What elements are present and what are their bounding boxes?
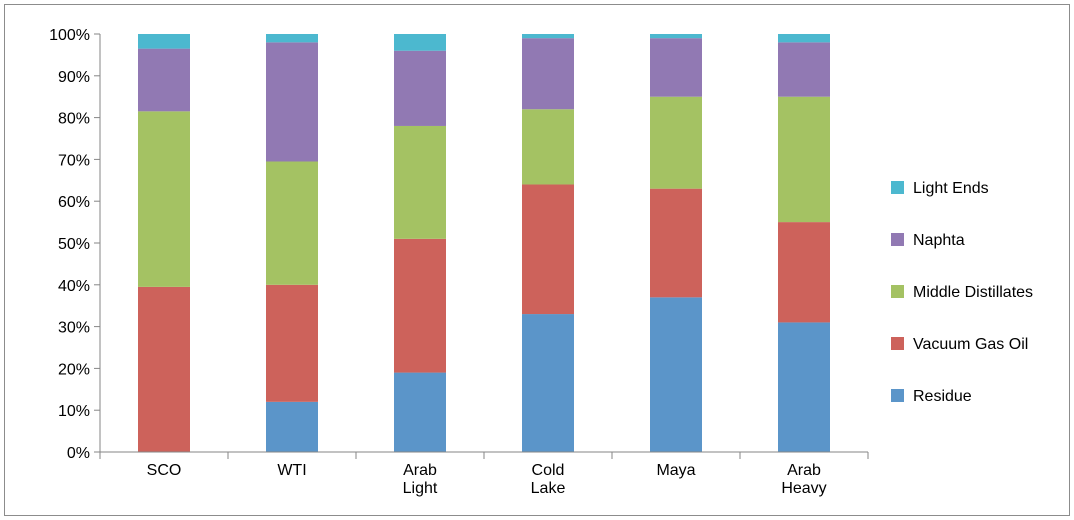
y-tick-label: 50%	[58, 236, 90, 253]
bar-segment-middle-distillates-sco	[138, 111, 190, 287]
bar-segment-light-ends-arab-light	[394, 34, 446, 51]
x-category-label-line: WTI	[277, 462, 306, 479]
legend-item-vacuum-gas-oil: Vacuum Gas Oil	[891, 336, 1028, 353]
x-category-label-line: Arab	[787, 462, 821, 479]
x-category-label-maya: Maya	[656, 462, 695, 479]
bar-segment-middle-distillates-wti	[266, 161, 318, 285]
bar-segment-light-ends-arab-heavy	[778, 34, 830, 43]
bar-segment-naphta-maya	[650, 38, 702, 97]
x-category-label-line: Maya	[656, 462, 695, 479]
y-tick-label: 60%	[58, 194, 90, 211]
bar-segment-naphta-arab-light	[394, 50, 446, 126]
bar-segment-residue-arab-heavy	[778, 322, 830, 452]
axes-layer: 0% 10% 20% 30% 40% 50% 60% 70% 80% 90% 100% SCO WTI A…	[49, 27, 869, 497]
bar-segment-vacuum-gas-oil-wti	[266, 284, 318, 402]
bar-segment-residue-cold-lake	[522, 314, 574, 452]
bar-segment-vacuum-gas-oil-arab-light	[394, 238, 446, 373]
legend-label-light-ends: Light Ends	[913, 180, 989, 197]
bar-segment-residue-maya	[650, 297, 702, 452]
y-tick-label: 80%	[58, 111, 90, 128]
x-category-label-line: Light	[403, 480, 438, 497]
x-category-label-wti: WTI	[277, 462, 306, 479]
legend-label-naphta: Naphta	[913, 232, 965, 249]
legend-swatch-light-ends	[891, 181, 904, 194]
x-category-label-arab-light: Arab Light	[403, 462, 438, 497]
bar-segment-naphta-cold-lake	[522, 38, 574, 110]
legend-item-residue: Residue	[891, 388, 972, 405]
y-tick-label: 0%	[67, 445, 90, 462]
bar-segment-naphta-arab-heavy	[778, 42, 830, 97]
y-tick-label: 90%	[58, 69, 90, 86]
legend-item-naphta: Naphta	[891, 232, 965, 249]
y-tick-label: 10%	[58, 403, 90, 420]
legend-swatch-residue	[891, 389, 904, 402]
bar-segment-middle-distillates-arab-heavy	[778, 96, 830, 223]
x-category-label-arab-heavy: Arab Heavy	[781, 462, 826, 497]
y-tick-label: 40%	[58, 278, 90, 295]
legend-swatch-middle-distillates	[891, 285, 904, 298]
bar-segment-vacuum-gas-oil-cold-lake	[522, 184, 574, 315]
bar-segment-naphta-sco	[138, 48, 190, 112]
legend-label-middle-distillates: Middle Distillates	[913, 284, 1033, 301]
bar-segment-middle-distillates-cold-lake	[522, 109, 574, 185]
bar-segment-light-ends-maya	[650, 34, 702, 39]
bar-segment-light-ends-cold-lake	[522, 34, 574, 39]
bar-segment-middle-distillates-arab-light	[394, 125, 446, 239]
legend-swatch-naphta	[891, 233, 904, 246]
x-category-label-line: Cold	[532, 462, 565, 479]
legend-label-residue: Residue	[913, 388, 972, 405]
y-tick-label: 70%	[58, 152, 90, 169]
x-category-label-line: Arab	[403, 462, 437, 479]
bar-segment-residue-wti	[266, 401, 318, 452]
x-category-label-line: Heavy	[781, 480, 826, 497]
legend-swatch-vacuum-gas-oil	[891, 337, 904, 350]
bar-segment-vacuum-gas-oil-maya	[650, 188, 702, 298]
bar-segment-light-ends-sco	[138, 34, 190, 49]
bar-segment-middle-distillates-maya	[650, 96, 702, 189]
bar-segment-vacuum-gas-oil-arab-heavy	[778, 222, 830, 323]
x-category-label-sco: SCO	[147, 462, 182, 479]
y-tick-label: 30%	[58, 320, 90, 337]
bar-segment-residue-arab-light	[394, 372, 446, 452]
x-category-label-line: Lake	[531, 480, 566, 497]
legend-item-light-ends: Light Ends	[891, 180, 989, 197]
legend: Light Ends Naphta Middle Distillates Vacuum…	[891, 180, 1033, 405]
x-category-label-cold-lake: Cold Lake	[531, 462, 566, 497]
legend-label-vacuum-gas-oil: Vacuum Gas Oil	[913, 336, 1028, 353]
bars-layer	[138, 34, 830, 452]
x-category-label-line: SCO	[147, 462, 182, 479]
bar-segment-vacuum-gas-oil-sco	[138, 286, 190, 452]
y-tick-label: 100%	[49, 27, 90, 44]
legend-item-middle-distillates: Middle Distillates	[891, 284, 1033, 301]
bar-segment-naphta-wti	[266, 42, 318, 162]
bar-segment-light-ends-wti	[266, 34, 318, 43]
y-tick-label: 20%	[58, 361, 90, 378]
